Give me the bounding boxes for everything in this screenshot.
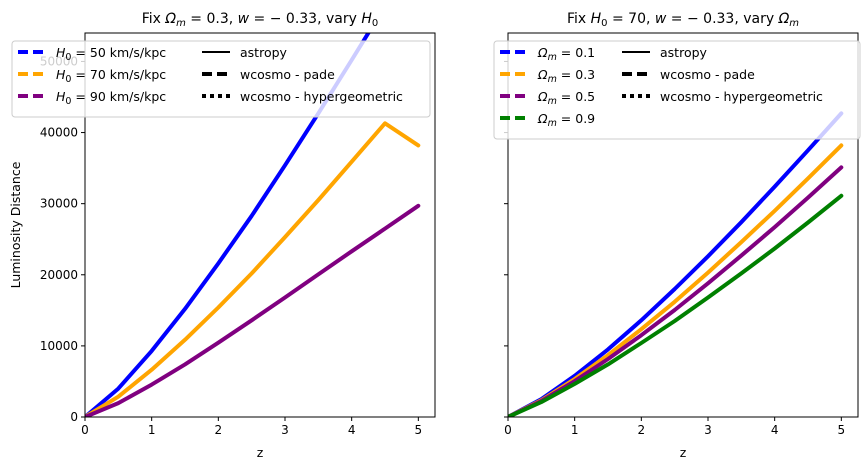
chart-panel-2: 0 1 2 3 4 5 z Fix H0 = 70, w = − 0.33, vary Ωm Ω… [493,11,861,460]
x-tick-label: 2 [638,423,646,437]
x-tick-label: 4 [348,423,356,437]
y-tick-label: 20000 [40,268,78,282]
x-tick-label: 1 [571,423,579,437]
axes-frame [84,32,436,418]
x-tick-label: 0 [504,423,512,437]
y-axis-label: Luminosity Distance [8,161,23,288]
y-tick-label: 10000 [40,339,78,353]
y-tick-label: 0 [70,410,78,424]
chart-title: Fix H0 = 70, w = − 0.33, vary Ωm [567,11,799,29]
legend-label: Ωm = 0.9 [537,111,595,129]
legend-style-label: wcosmo - pade [660,67,755,82]
x-tick-label: 4 [771,423,779,437]
x-axis-label: z [680,445,687,460]
x-tick-label: 3 [281,423,289,437]
legend-style-label: astropy [660,45,708,60]
legend-style-label: wcosmo - hypergeometric [240,89,403,104]
x-axis-label: z [257,445,264,460]
y-tick-label: 30000 [40,197,78,211]
chart-panel-1: 01234501000020000300004000050000zLuminos… [8,11,436,460]
legend: H0 = 50 km/s/kpc H0 = 70 km/s/kpc H0 = 90 … [11,40,431,118]
series-line-2 [85,121,421,417]
legend-style-label: astropy [240,45,288,60]
legend-label: Ωm = 0.3 [537,67,595,85]
series-line-3 [85,203,421,417]
legend-box [493,40,861,140]
series-line-2 [508,143,844,417]
legend-box [11,40,431,118]
x-tick-label: 1 [148,423,156,437]
legend: Ωm = 0.1 Ωm = 0.3 Ωm = 0.5 Ωm = 0.9 astropy w… [493,40,861,140]
x-tick-label: 5 [838,423,846,437]
legend-label: H0 = 90 km/s/kpc [56,89,166,107]
series-line-1 [508,111,844,417]
x-tick-label: 2 [215,423,223,437]
series-line-4 [508,193,844,417]
y-tick-label: 40000 [40,126,78,140]
series-line-3 [508,165,844,417]
series-lines [508,111,844,417]
legend-label: H0 = 50 km/s/kpc [56,45,166,63]
legend-style-label: wcosmo - hypergeometric [660,89,823,104]
legend-label: Ωm = 0.5 [537,89,595,107]
x-tick-label: 0 [81,423,89,437]
x-tick-label: 3 [704,423,712,437]
legend-label: H0 = 70 km/s/kpc [56,67,166,85]
legend-label: Ωm = 0.1 [537,45,595,63]
chart-title: Fix Ωm = 0.3, w = − 0.33, vary H0 [142,11,379,29]
axes-frame [507,32,859,418]
legend-style-label: wcosmo - pade [240,67,335,82]
x-tick-label: 5 [415,423,423,437]
